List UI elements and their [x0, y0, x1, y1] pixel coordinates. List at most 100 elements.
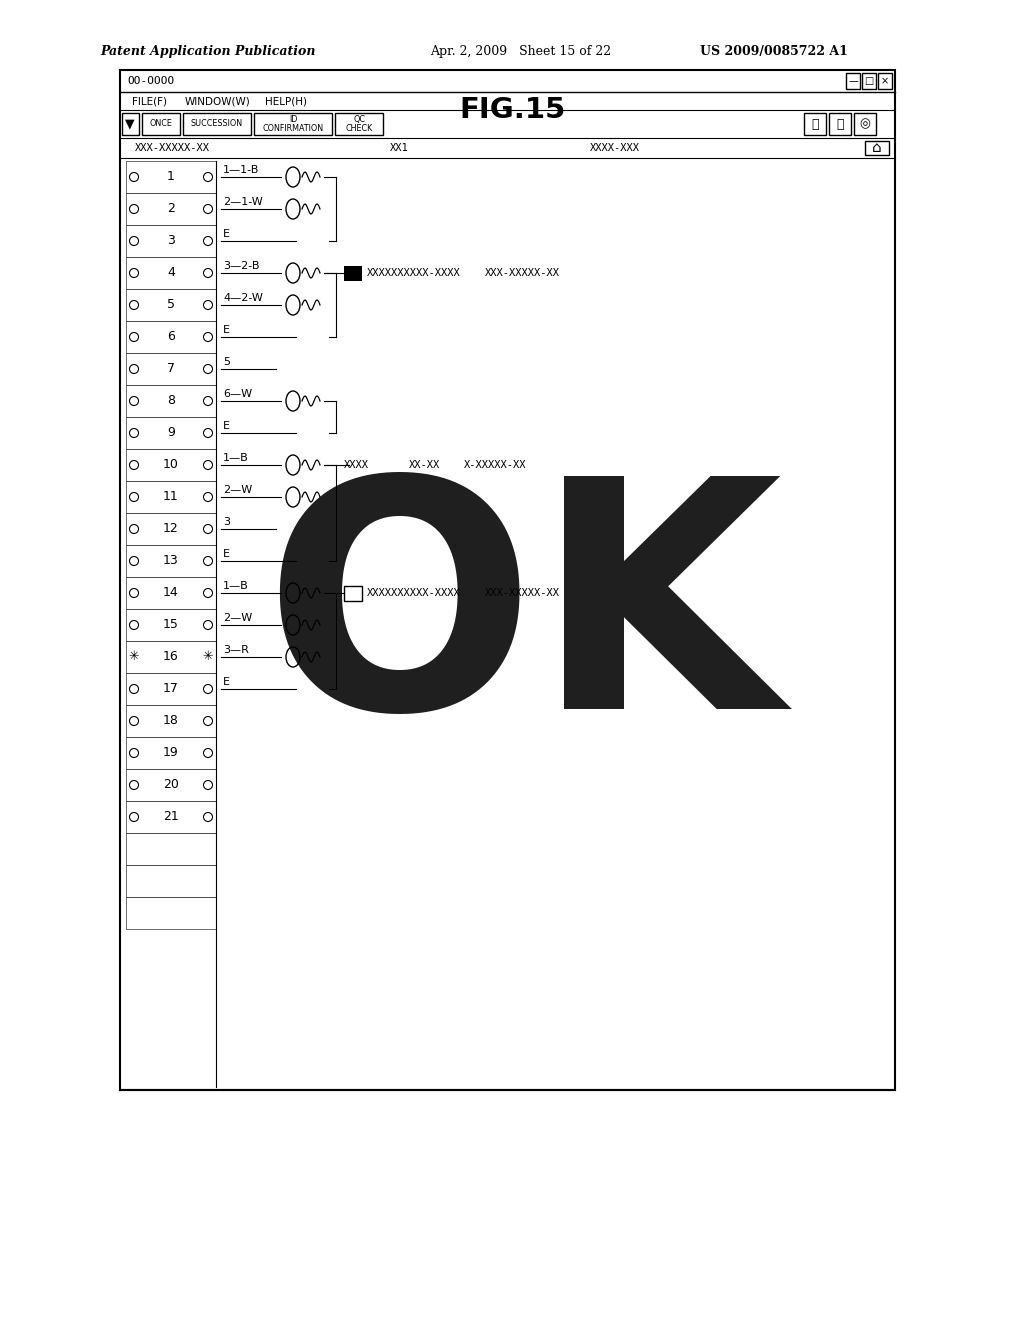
Text: 1: 1 — [167, 170, 175, 183]
Bar — [183, 114, 251, 135]
Text: 12: 12 — [163, 523, 179, 536]
Text: 11: 11 — [163, 491, 179, 503]
Text: QC
CHECK: QC CHECK — [345, 115, 373, 133]
Text: SUCCESSION: SUCCESSION — [190, 120, 243, 128]
Text: 5: 5 — [223, 356, 230, 367]
Bar — [344, 586, 362, 601]
Text: FIG.15: FIG.15 — [459, 96, 565, 124]
Text: ×: × — [881, 77, 889, 86]
Text: 9: 9 — [167, 426, 175, 440]
Text: 2—1-W: 2—1-W — [223, 197, 263, 207]
Bar — [126, 289, 216, 321]
Text: ✳: ✳ — [129, 651, 139, 664]
Text: ID
CONFIRMATION: ID CONFIRMATION — [262, 115, 324, 133]
Text: XXXXXXXXXX-XXXX: XXXXXXXXXX-XXXX — [367, 587, 461, 598]
Bar — [126, 161, 216, 193]
Bar — [865, 141, 889, 154]
Bar — [829, 114, 851, 135]
Text: ▼: ▼ — [125, 117, 135, 131]
Text: OK: OK — [263, 466, 782, 775]
Bar — [126, 480, 216, 513]
Text: XX1: XX1 — [390, 143, 409, 153]
Text: 7: 7 — [167, 363, 175, 375]
Bar — [854, 114, 876, 135]
Bar — [804, 114, 826, 135]
Text: XX-XX: XX-XX — [409, 459, 440, 470]
Bar — [126, 705, 216, 737]
Text: XXXX: XXXX — [344, 459, 369, 470]
Bar — [126, 545, 216, 577]
Text: 13: 13 — [163, 554, 179, 568]
Text: E: E — [223, 677, 230, 686]
Text: 1—1-B: 1—1-B — [223, 165, 259, 176]
Bar — [126, 352, 216, 385]
Text: 17: 17 — [163, 682, 179, 696]
Text: US 2009/0085722 A1: US 2009/0085722 A1 — [700, 45, 848, 58]
Bar — [126, 898, 216, 929]
Text: 14: 14 — [163, 586, 179, 599]
Bar — [126, 193, 216, 224]
Text: XXXXXXXXXX-XXXX: XXXXXXXXXX-XXXX — [367, 268, 461, 279]
Bar — [254, 114, 332, 135]
Bar — [126, 513, 216, 545]
Bar — [126, 257, 216, 289]
Bar — [126, 673, 216, 705]
Bar — [126, 865, 216, 898]
Text: 2—W: 2—W — [223, 484, 252, 495]
Text: 3: 3 — [223, 517, 230, 527]
Text: XXX-XXXXX-XX: XXX-XXXXX-XX — [135, 143, 210, 153]
Bar — [126, 801, 216, 833]
Text: XXXX-XXX: XXXX-XXX — [590, 143, 640, 153]
Bar — [126, 642, 216, 673]
Text: 4—2-W: 4—2-W — [223, 293, 263, 304]
Text: 21: 21 — [163, 810, 179, 824]
Text: 4: 4 — [167, 267, 175, 280]
Text: 2—W: 2—W — [223, 612, 252, 623]
Text: E: E — [223, 549, 230, 558]
Text: 18: 18 — [163, 714, 179, 727]
Text: ⌂: ⌂ — [872, 140, 882, 156]
Bar — [344, 265, 362, 281]
Bar — [142, 114, 180, 135]
Bar — [126, 833, 216, 865]
Bar — [126, 417, 216, 449]
Text: OO-OOOO: OO-OOOO — [127, 77, 174, 86]
Bar — [126, 609, 216, 642]
Text: Patent Application Publication: Patent Application Publication — [100, 45, 315, 58]
Text: ONCE: ONCE — [150, 120, 172, 128]
Text: 1—B: 1—B — [223, 581, 249, 591]
Bar — [126, 321, 216, 352]
Text: E: E — [223, 228, 230, 239]
Bar — [846, 73, 860, 88]
Text: ✋: ✋ — [811, 117, 819, 131]
Text: 3: 3 — [167, 235, 175, 248]
Text: 20: 20 — [163, 779, 179, 792]
Text: Apr. 2, 2009   Sheet 15 of 22: Apr. 2, 2009 Sheet 15 of 22 — [430, 45, 611, 58]
Text: ◎: ◎ — [859, 117, 870, 131]
Text: 16: 16 — [163, 651, 179, 664]
Bar — [122, 114, 139, 135]
Text: E: E — [223, 325, 230, 335]
Bar — [126, 224, 216, 257]
Bar — [126, 737, 216, 770]
Text: X-XXXXX-XX: X-XXXXX-XX — [464, 459, 526, 470]
Text: ⓘ: ⓘ — [837, 117, 844, 131]
Bar — [126, 770, 216, 801]
Text: 5: 5 — [167, 298, 175, 312]
Text: XXX-XXXXX-XX: XXX-XXXXX-XX — [485, 587, 560, 598]
Bar — [120, 70, 895, 1090]
Text: ✳: ✳ — [203, 651, 213, 664]
Text: WINDOW(W): WINDOW(W) — [185, 96, 251, 106]
Text: 19: 19 — [163, 747, 179, 759]
Text: HELP(H): HELP(H) — [265, 96, 307, 106]
Text: 2: 2 — [167, 202, 175, 215]
Text: 15: 15 — [163, 619, 179, 631]
Text: 3—R: 3—R — [223, 645, 249, 655]
Text: 6—W: 6—W — [223, 389, 252, 399]
Text: 6: 6 — [167, 330, 175, 343]
Bar — [126, 385, 216, 417]
Text: 8: 8 — [167, 395, 175, 408]
Bar — [126, 577, 216, 609]
Text: FILE(F): FILE(F) — [132, 96, 167, 106]
Bar — [335, 114, 383, 135]
